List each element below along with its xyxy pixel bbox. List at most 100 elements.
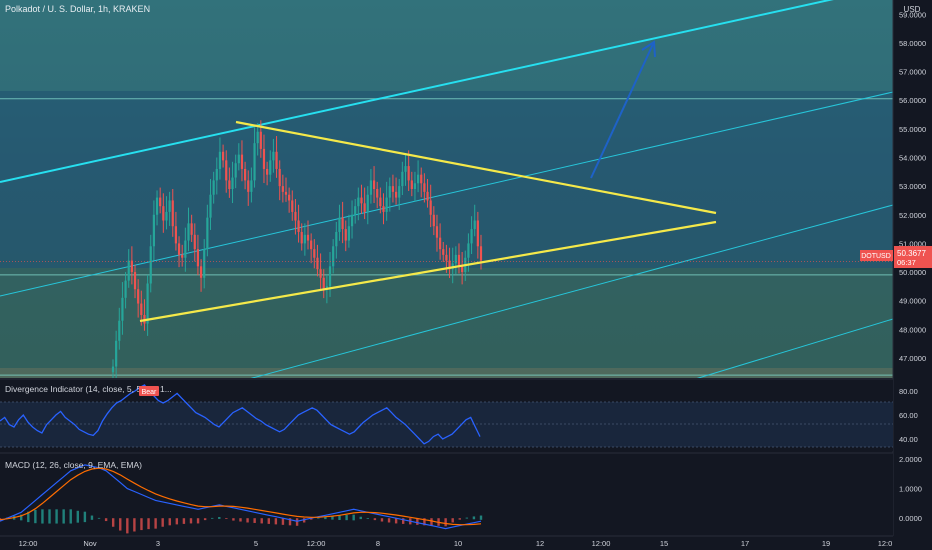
candle (413, 171, 417, 202)
macd-line (0, 464, 482, 530)
histogram-bar (394, 518, 398, 524)
candle (146, 274, 149, 336)
channel-lower-line[interactable] (560, 318, 893, 420)
time-tick-label: 17 (741, 539, 749, 548)
candle (322, 269, 325, 299)
histogram-bar (161, 518, 164, 527)
candle (429, 184, 432, 228)
candle (187, 207, 190, 252)
candle (366, 186, 369, 225)
price-tick-label: 55.0000 (899, 125, 926, 134)
histogram-bar (239, 518, 242, 522)
histogram-bar (27, 511, 30, 523)
regression-channel[interactable] (0, 0, 893, 430)
histogram-bar (281, 518, 285, 525)
candle (215, 157, 218, 195)
candle (234, 154, 237, 189)
candle (275, 136, 278, 178)
candle (250, 167, 253, 203)
candle (240, 140, 244, 182)
price-tick-label: 47.0000 (899, 354, 926, 363)
divergence-title: Divergence Indicator (14, close, 5, 5, 6… (5, 384, 172, 394)
histogram-bar (317, 517, 320, 519)
candle (177, 236, 181, 268)
triangle-pattern[interactable] (139, 120, 717, 323)
macd-signal-line (0, 467, 482, 526)
triangle-upper-trendline[interactable] (235, 120, 717, 215)
candle (457, 243, 461, 274)
time-tick-label: 3 (156, 539, 160, 548)
histogram-bar (48, 509, 51, 524)
histogram-bar (41, 509, 44, 524)
time-tick-label: 12:00 (19, 539, 38, 548)
candle (401, 161, 404, 196)
candle (328, 252, 332, 297)
candle (171, 189, 174, 237)
candle (435, 214, 439, 252)
candle (382, 193, 385, 225)
candle (181, 244, 184, 267)
histogram-bar (401, 518, 405, 524)
candle (133, 264, 137, 299)
divergence-line (0, 384, 481, 445)
histogram-bar (295, 518, 299, 526)
price-tick-label: 50.0000 (899, 268, 926, 277)
candle (155, 190, 159, 226)
time-axis-bg (0, 536, 932, 550)
candle (228, 167, 231, 198)
price-tick-label: 57.0000 (899, 68, 926, 77)
histogram-bar (83, 511, 87, 523)
histogram-bar (338, 515, 341, 520)
price-tick-label: 51.0000 (899, 239, 926, 248)
histogram-bar (104, 518, 108, 522)
triangle-lower-trendline[interactable] (139, 220, 717, 323)
candle (152, 200, 155, 261)
candle (470, 216, 473, 255)
histogram-bar (479, 515, 483, 520)
time-axis-ticks: 12:00 Nov 3 5 12:00 8 10 12 12:00 15 17 19 12:0 (19, 539, 893, 548)
channel-mid-lower-line[interactable] (60, 204, 893, 430)
candle (190, 214, 193, 242)
channel-upper-line[interactable] (0, 0, 893, 183)
candle (357, 187, 360, 221)
candle (306, 220, 310, 250)
histogram-bar (310, 518, 313, 520)
candle (149, 234, 152, 293)
candle (300, 223, 303, 251)
histogram-bar (55, 509, 58, 524)
candle (174, 211, 178, 251)
price-tick-label: 53.0000 (899, 182, 926, 191)
candle (247, 170, 250, 206)
candle (288, 187, 291, 213)
candle (404, 153, 407, 186)
candle (256, 123, 259, 156)
histogram-bar (444, 518, 447, 527)
candle (479, 234, 483, 270)
channel-mid-upper-line[interactable] (0, 91, 893, 297)
candlestick-series (0, 120, 893, 378)
candle (225, 150, 228, 193)
candle (137, 279, 140, 318)
histogram-bar (451, 518, 454, 523)
currency-label: USD (904, 5, 921, 14)
time-tick-label: 12:0 (878, 539, 893, 548)
candle (284, 177, 288, 202)
candle (124, 272, 127, 309)
candle (341, 201, 344, 244)
projection-arrow[interactable] (590, 40, 656, 179)
candle (253, 127, 256, 188)
candle (448, 247, 451, 279)
histogram-bar (126, 518, 129, 534)
candle (165, 196, 168, 230)
candle (332, 239, 335, 274)
price-tick-label: 52.0000 (899, 211, 926, 220)
last-price-tag: DOTUSD 50.3677 06:37 (860, 246, 932, 268)
histogram-bar (147, 518, 150, 530)
macd-title: MACD (12, 26, close, 9, EMA, EMA) (5, 460, 142, 470)
time-tick-label: 8 (376, 539, 380, 548)
histogram-bar (196, 518, 200, 524)
histogram-bar (111, 518, 115, 527)
histogram-bar (430, 518, 433, 526)
histogram-bar (90, 515, 94, 520)
